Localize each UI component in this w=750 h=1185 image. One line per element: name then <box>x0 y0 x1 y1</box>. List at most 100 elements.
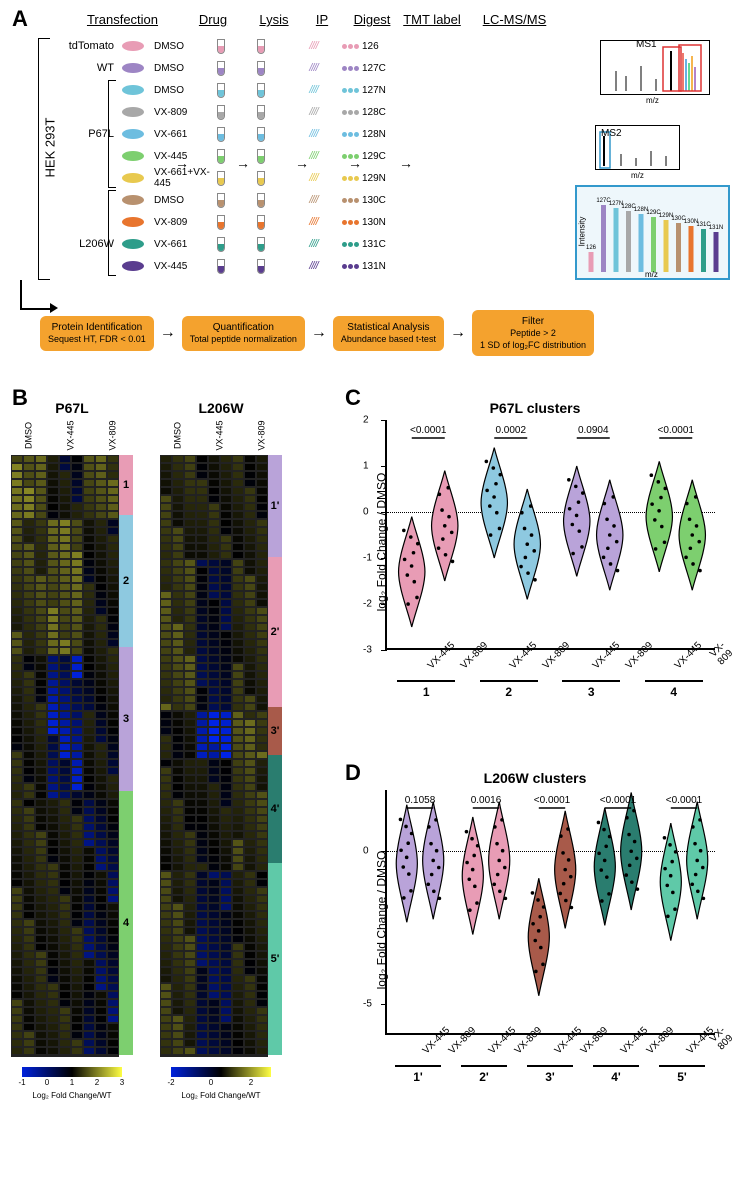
heatmap-cell <box>244 791 256 799</box>
heatmap-cell <box>35 975 47 983</box>
heatmap-cell <box>107 871 119 879</box>
heatmap-cell <box>196 607 208 615</box>
heatmap-cell <box>232 759 244 767</box>
tmt-label: 130C <box>362 195 386 206</box>
heatmap-cell <box>220 711 232 719</box>
ms2-zoom-ylabel: Intensity <box>577 217 586 247</box>
heatmap-cell <box>83 687 95 695</box>
tmt-label: 129N <box>362 173 386 184</box>
heatmap-cell <box>47 1031 59 1039</box>
heatmap-cell <box>220 775 232 783</box>
cluster-x-bar <box>593 1065 639 1067</box>
heatmap-cell <box>196 495 208 503</box>
heatmap-cell <box>59 943 71 951</box>
heatmap-cell <box>256 511 268 519</box>
heatmap-cell <box>184 751 196 759</box>
heatmap-cell <box>244 463 256 471</box>
heatmap-cell <box>71 855 83 863</box>
heatmap-cell <box>95 1023 107 1031</box>
heatmap-cell <box>208 895 220 903</box>
heatmap-cell <box>107 479 119 487</box>
heatmap-cell <box>160 967 172 975</box>
heatmap-cell <box>83 647 95 655</box>
heatmap-cell <box>23 535 35 543</box>
cluster-annotation: 4 <box>119 791 133 1055</box>
heatmap-treatment-labels: DMSOVX-445VX-809 <box>10 418 134 453</box>
heatmap-cell <box>220 583 232 591</box>
heatmap-cell <box>220 663 232 671</box>
heatmap-cell <box>160 695 172 703</box>
heatmap-cell <box>256 1047 268 1055</box>
heatmap-cell <box>244 671 256 679</box>
heatmap-cell <box>232 855 244 863</box>
heatmap-cell <box>256 463 268 471</box>
heatmap-cell <box>23 647 35 655</box>
heatmap-cell <box>59 695 71 703</box>
ms1-plot: MS1 m/z <box>600 40 710 95</box>
heatmap-cell <box>71 823 83 831</box>
heatmap-cell <box>59 799 71 807</box>
heatmap-cell <box>71 1015 83 1023</box>
heatmap-cell <box>256 663 268 671</box>
heatmap-cell <box>232 847 244 855</box>
heatmap-cell <box>196 727 208 735</box>
heatmap-cell <box>232 1031 244 1039</box>
heatmap-cell <box>220 879 232 887</box>
heatmap-cell <box>184 951 196 959</box>
heatmap-cell <box>256 1031 268 1039</box>
heatmap-cell <box>232 591 244 599</box>
heatmap-cell <box>244 831 256 839</box>
heatmap-cell <box>184 735 196 743</box>
heatmap-cell <box>83 743 95 751</box>
tmt-label: 131N <box>362 261 386 272</box>
ms2-zoom-bars-icon: 126127C127N128C128N129C129N130C130N131C1… <box>577 187 732 282</box>
heatmap-cell <box>11 623 23 631</box>
heatmap-cell <box>196 1007 208 1015</box>
heatmap-cell <box>35 671 47 679</box>
heatmap-cell <box>23 591 35 599</box>
heatmap-cell <box>35 615 47 623</box>
heatmap-cell <box>220 1039 232 1047</box>
heatmap-cell <box>47 959 59 967</box>
heatmap-cell <box>35 623 47 631</box>
heatmap-cell <box>196 631 208 639</box>
heatmap-cell <box>59 951 71 959</box>
heatmap-cell <box>196 511 208 519</box>
heatmap-cell <box>11 839 23 847</box>
heatmap-cell <box>172 1023 184 1031</box>
l206w-violin-plot: L206W clustersVX-445VX-8091'VX-445VX-809… <box>350 770 720 1035</box>
heatmap-cell <box>208 591 220 599</box>
heatmap-cell <box>107 895 119 903</box>
heatmap-cell <box>107 903 119 911</box>
colorbar-tick: 3 <box>120 1078 124 1087</box>
cluster-annotation: 5' <box>268 863 282 1055</box>
heatmap-cell <box>95 991 107 999</box>
heatmap-cell <box>35 511 47 519</box>
heatmap-cell <box>196 535 208 543</box>
heatmap-cell <box>107 703 119 711</box>
heatmap-cell <box>59 871 71 879</box>
heatmap-cell <box>59 895 71 903</box>
heatmap-cell <box>256 943 268 951</box>
heatmap-cell <box>160 575 172 583</box>
heatmap-cell <box>244 703 256 711</box>
pipeline-step-title: Statistical Analysis <box>341 321 436 334</box>
drug-label: DMSO <box>154 63 214 74</box>
panel-d: L206W clustersVX-445VX-8091'VX-445VX-809… <box>350 770 740 1180</box>
heatmap-cell <box>83 943 95 951</box>
heatmap-cell <box>95 671 107 679</box>
heatmap-cell <box>95 463 107 471</box>
heatmap-cell <box>47 887 59 895</box>
heatmap-cell <box>107 975 119 983</box>
heatmap-cell <box>71 663 83 671</box>
violin-title: L206W clusters <box>350 770 720 786</box>
heatmap-cell <box>232 743 244 751</box>
heatmap-cell <box>23 575 35 583</box>
heatmap-cell <box>23 799 35 807</box>
heatmap-cell <box>11 671 23 679</box>
heatmap-cell <box>232 607 244 615</box>
cluster-x-bar <box>562 680 620 682</box>
heatmap-cell <box>256 471 268 479</box>
heatmap-cell <box>220 511 232 519</box>
heatmap-cell <box>160 711 172 719</box>
